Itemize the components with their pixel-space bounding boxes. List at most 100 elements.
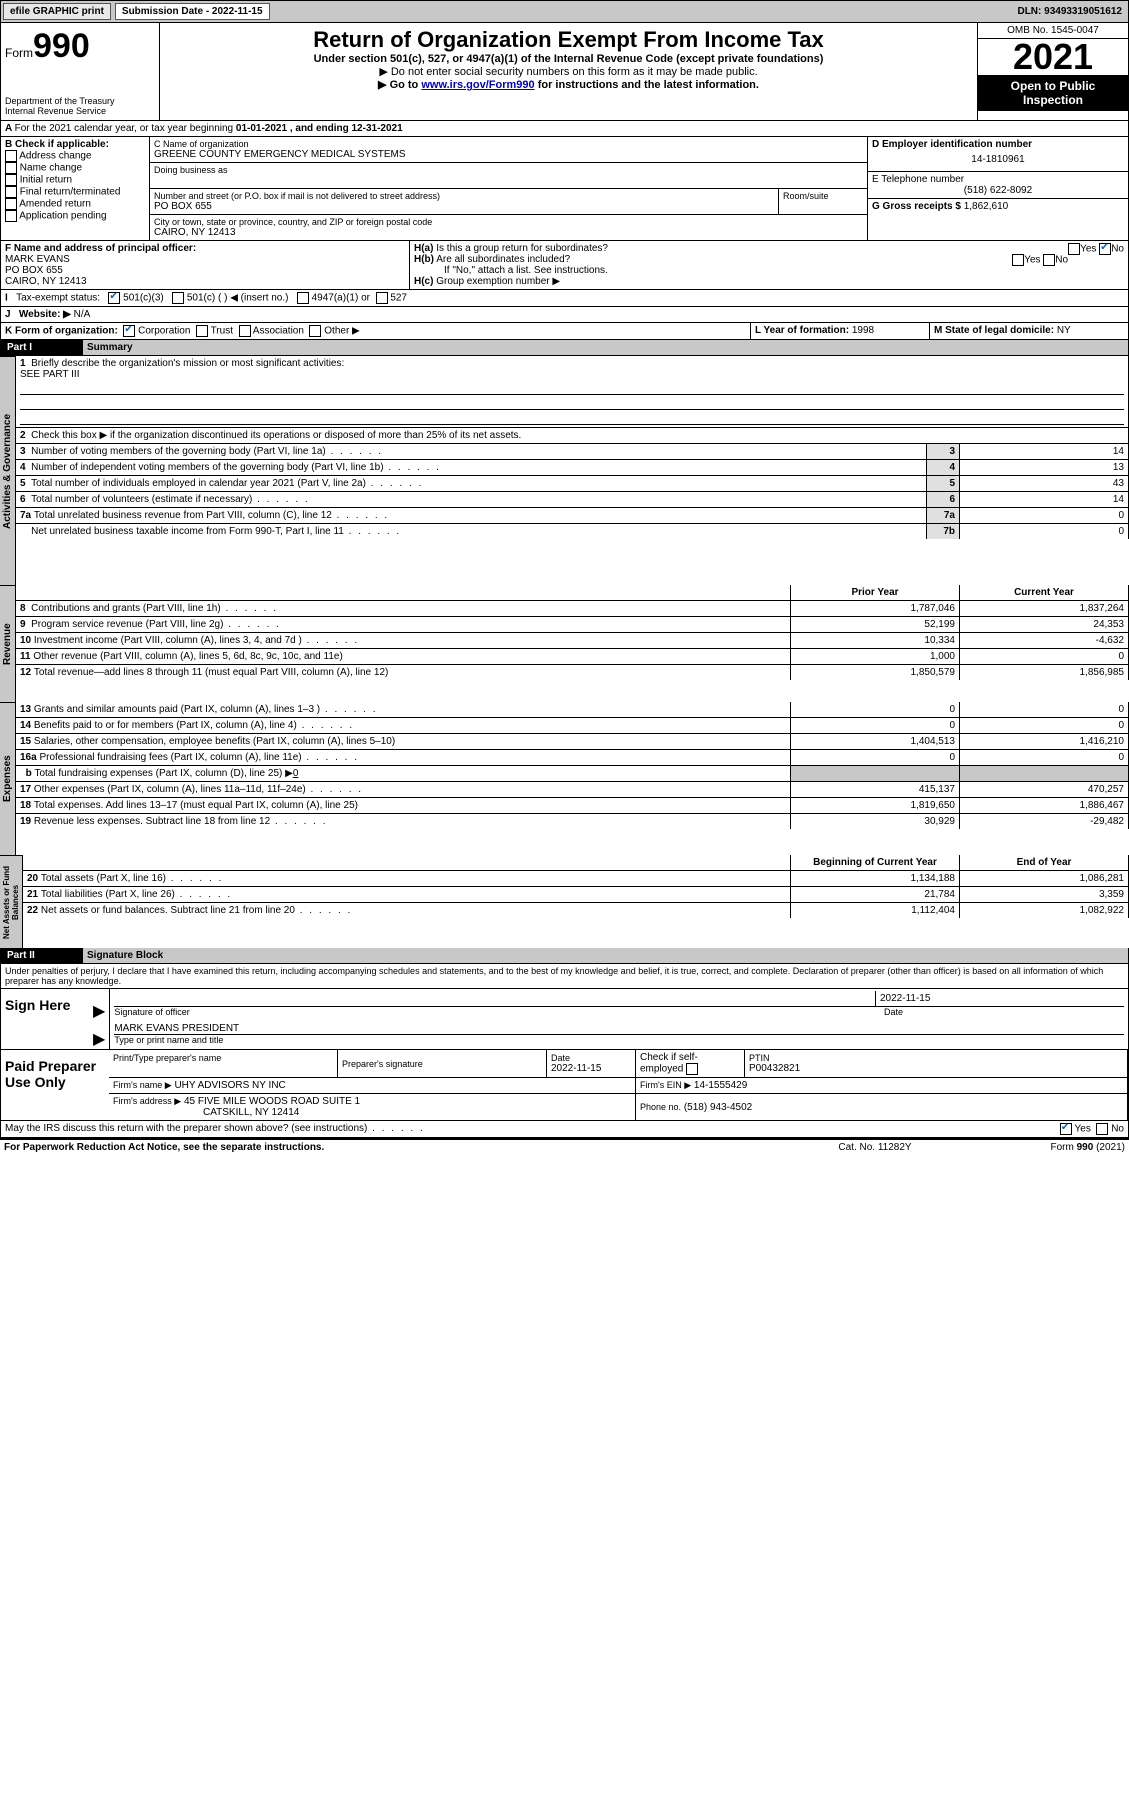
line-i: I Tax-exempt status: 501(c)(3) 501(c) ( … bbox=[0, 290, 1129, 307]
cb-501c3[interactable] bbox=[108, 292, 120, 304]
l17: Other expenses (Part IX, column (A), lin… bbox=[34, 784, 363, 795]
cb-initial-return[interactable]: Initial return bbox=[20, 175, 72, 186]
form-title: Return of Organization Exempt From Incom… bbox=[164, 27, 973, 53]
prep-name-label: Print/Type preparer's name bbox=[113, 1053, 333, 1063]
tab-revenue: Revenue bbox=[0, 585, 16, 702]
l6: Total number of volunteers (estimate if … bbox=[31, 494, 310, 505]
cb-name-change[interactable]: Name change bbox=[20, 163, 82, 174]
cb-final-return[interactable]: Final return/terminated bbox=[20, 187, 121, 198]
cb-discuss-no[interactable] bbox=[1096, 1123, 1108, 1135]
city-state-zip: CAIRO, NY 12413 bbox=[154, 227, 863, 238]
c-name-label: C Name of organization bbox=[154, 139, 863, 149]
prep-self-employed: Check if self-employed bbox=[636, 1050, 745, 1078]
form-label: Form bbox=[5, 46, 33, 60]
r8p: 1,787,046 bbox=[791, 601, 960, 617]
tax-year: 2021 bbox=[978, 39, 1128, 75]
col-eoy: End of Year bbox=[960, 855, 1129, 871]
paid-preparer: Paid Preparer Use Only Print/Type prepar… bbox=[0, 1050, 1129, 1121]
l2: Check this box ▶ if the organization dis… bbox=[31, 430, 521, 441]
l16a: Professional fundraising fees (Part IX, … bbox=[39, 752, 359, 763]
entity-block: B Check if applicable: Address change Na… bbox=[0, 137, 1129, 241]
r9c: 24,353 bbox=[960, 617, 1129, 633]
v7a: 0 bbox=[960, 508, 1129, 524]
r13c: 0 bbox=[960, 702, 1129, 718]
prep-sig-label: Preparer's signature bbox=[342, 1059, 542, 1069]
sig-date-label: Date bbox=[880, 1007, 1124, 1017]
irs-discuss: May the IRS discuss this return with the… bbox=[0, 1121, 1129, 1138]
section-b-label: B Check if applicable: bbox=[5, 139, 145, 150]
part1-header: Part I Summary bbox=[0, 340, 1129, 356]
r22p: 1,112,404 bbox=[791, 903, 960, 919]
cb-amended-return[interactable]: Amended return bbox=[19, 199, 91, 210]
cb-501c[interactable] bbox=[172, 292, 184, 304]
officer-label: F Name and address of principal officer: bbox=[5, 243, 405, 254]
r16c: 0 bbox=[960, 750, 1129, 766]
h-note: If "No," attach a list. See instructions… bbox=[414, 265, 1124, 276]
l9: Program service revenue (Part VIII, line… bbox=[31, 619, 281, 630]
ein: 14-1810961 bbox=[872, 150, 1124, 169]
subtitle-2: ▶ Do not enter social security numbers o… bbox=[164, 65, 973, 78]
firm-ein: 14-1555429 bbox=[694, 1080, 747, 1091]
declaration: Under penalties of perjury, I declare th… bbox=[1, 964, 1128, 988]
l7b: Net unrelated business taxable income fr… bbox=[31, 526, 401, 537]
dba-label: Doing business as bbox=[154, 165, 863, 175]
r21c: 3,359 bbox=[960, 887, 1129, 903]
col-current: Current Year bbox=[960, 585, 1129, 601]
topbar: efile GRAPHIC print Submission Date - 20… bbox=[0, 0, 1129, 23]
street: PO BOX 655 bbox=[154, 201, 774, 212]
l7a: Total unrelated business revenue from Pa… bbox=[34, 510, 389, 521]
l10: Investment income (Part VIII, column (A)… bbox=[34, 635, 359, 646]
ein-label: D Employer identification number bbox=[872, 139, 1124, 150]
part2-header: Part II Signature Block bbox=[0, 948, 1129, 964]
cb-assoc[interactable] bbox=[239, 325, 251, 337]
state-domicile: NY bbox=[1057, 325, 1071, 336]
r12c: 1,856,985 bbox=[960, 665, 1129, 681]
l18: Total expenses. Add lines 13–17 (must eq… bbox=[34, 800, 358, 811]
submission-date: Submission Date - 2022-11-15 bbox=[115, 3, 270, 20]
cb-trust[interactable] bbox=[196, 325, 208, 337]
cb-application-pending[interactable]: Application pending bbox=[19, 211, 106, 222]
cb-other[interactable] bbox=[309, 325, 321, 337]
r11p: 1,000 bbox=[791, 649, 960, 665]
h-a: Is this a group return for subordinates? bbox=[436, 243, 608, 254]
r20p: 1,134,188 bbox=[791, 871, 960, 887]
room-label: Room/suite bbox=[783, 191, 863, 201]
firm-addr: 45 FIVE MILE WOODS ROAD SUITE 1 bbox=[184, 1096, 360, 1107]
r17p: 415,137 bbox=[791, 782, 960, 798]
efile-print-button[interactable]: efile GRAPHIC print bbox=[3, 3, 111, 20]
page-footer: For Paperwork Reduction Act Notice, see … bbox=[0, 1138, 1129, 1155]
l22: Net assets or fund balances. Subtract li… bbox=[41, 905, 352, 916]
r17c: 470,257 bbox=[960, 782, 1129, 798]
cb-4947[interactable] bbox=[297, 292, 309, 304]
cb-address-change[interactable]: Address change bbox=[19, 151, 91, 162]
r12p: 1,850,579 bbox=[791, 665, 960, 681]
form-header: Form990 Department of the Treasury Inter… bbox=[0, 23, 1129, 121]
cb-527[interactable] bbox=[376, 292, 388, 304]
cb-discuss-yes[interactable] bbox=[1060, 1123, 1072, 1135]
r16p: 0 bbox=[791, 750, 960, 766]
officer-name-title: MARK EVANS PRESIDENT bbox=[114, 1023, 1124, 1035]
street-label: Number and street (or P.O. box if mail i… bbox=[154, 191, 774, 201]
cb-corp[interactable] bbox=[123, 325, 135, 337]
l21: Total liabilities (Part X, line 26) bbox=[41, 889, 232, 900]
v3: 14 bbox=[960, 444, 1129, 460]
l20: Total assets (Part X, line 16) bbox=[41, 873, 223, 884]
instructions-link[interactable]: www.irs.gov/Form990 bbox=[421, 79, 534, 91]
form-number: 990 bbox=[33, 27, 90, 65]
r20c: 1,086,281 bbox=[960, 871, 1129, 887]
r14c: 0 bbox=[960, 718, 1129, 734]
r15c: 1,416,210 bbox=[960, 734, 1129, 750]
prep-date: 2022-11-15 bbox=[551, 1063, 601, 1074]
l14: Benefits paid to or for members (Part IX… bbox=[34, 720, 354, 731]
r14p: 0 bbox=[791, 718, 960, 734]
cat-no: Cat. No. 11282Y bbox=[775, 1142, 975, 1153]
r10p: 10,334 bbox=[791, 633, 960, 649]
l4: Number of independent voting members of … bbox=[31, 462, 441, 473]
phone-label: E Telephone number bbox=[872, 174, 1124, 185]
firm-name-label: Firm's name ▶ bbox=[113, 1080, 172, 1090]
officer-name: MARK EVANS bbox=[5, 254, 405, 265]
pra-notice: For Paperwork Reduction Act Notice, see … bbox=[4, 1142, 775, 1153]
ptin-label: PTIN bbox=[749, 1053, 1123, 1063]
f-h-block: F Name and address of principal officer:… bbox=[0, 241, 1129, 290]
gross-receipts-label: G Gross receipts $ bbox=[872, 201, 961, 212]
